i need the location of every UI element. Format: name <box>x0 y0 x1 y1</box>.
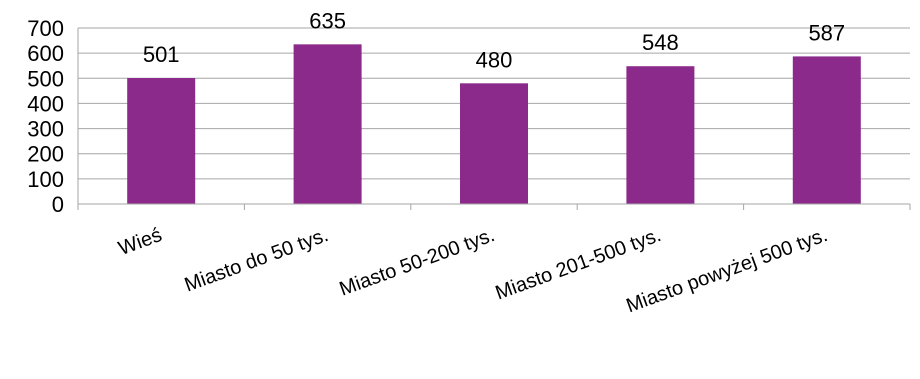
y-tick-label: 200 <box>27 142 64 167</box>
y-tick-label: 0 <box>52 192 64 217</box>
data-label: 480 <box>476 47 513 72</box>
axes <box>77 28 911 210</box>
category-label: Wieś <box>116 224 165 260</box>
data-label: 587 <box>808 20 845 45</box>
data-label: 501 <box>143 42 180 67</box>
bar <box>626 66 695 205</box>
data-labels: 501 635 480 548 587 <box>143 8 845 72</box>
category-label: Miasto do 50 tys. <box>182 224 332 296</box>
bar <box>293 44 362 204</box>
y-tick-label: 400 <box>27 91 64 116</box>
data-label: 635 <box>309 8 346 33</box>
bar <box>127 78 196 204</box>
bars <box>127 44 861 205</box>
category-labels: Wieś Miasto do 50 tys. Miasto 50-200 tys.M… <box>116 224 831 317</box>
category-label: Miasto 50-200 tys. <box>337 224 498 301</box>
y-tick-label: 100 <box>27 167 64 192</box>
y-tick-label: 600 <box>27 41 64 66</box>
y-tick-label: 300 <box>27 117 64 142</box>
bar <box>460 83 528 204</box>
data-label: 548 <box>642 30 679 55</box>
bar <box>792 56 861 204</box>
y-tick-label: 500 <box>27 66 64 91</box>
y-tick-label: 700 <box>27 16 64 41</box>
